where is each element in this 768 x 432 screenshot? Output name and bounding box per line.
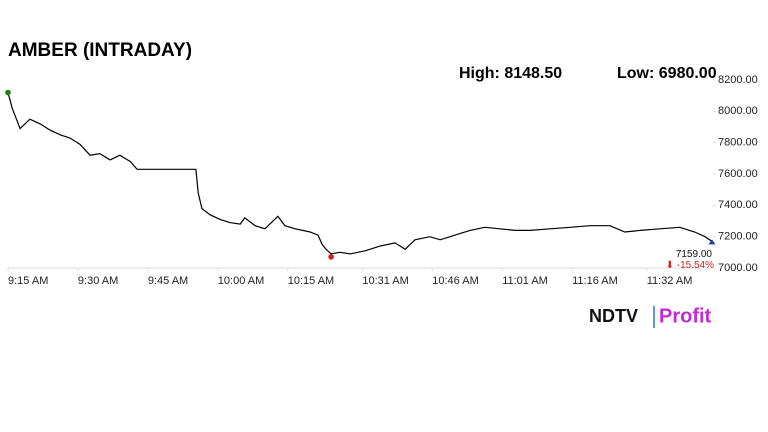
- x-tick-label: 10:31 AM: [362, 275, 408, 287]
- x-tick-label: 10:00 AM: [218, 275, 264, 287]
- y-tick-label: 7600.00: [718, 168, 758, 180]
- x-tick-label: 10:46 AM: [432, 275, 478, 287]
- x-tick-label: 9:15 AM: [8, 275, 48, 287]
- y-tick-label: 7400.00: [718, 199, 758, 211]
- y-tick-label: 8000.00: [718, 105, 758, 117]
- y-tick-label: 8200.00: [718, 74, 758, 86]
- price-line: [7, 92, 713, 255]
- x-tick-label: 10:15 AM: [288, 275, 334, 287]
- x-tick-label: 9:30 AM: [78, 275, 118, 287]
- logo-product: Profit: [659, 305, 712, 327]
- high-stat: High: 8148.50: [459, 65, 562, 82]
- x-tick-label: 11:32 AM: [647, 275, 693, 287]
- low-stat: Low: 6980.00: [617, 65, 717, 82]
- change: ⬇ -15.54%: [666, 260, 715, 271]
- y-tick-label: 7000.00: [718, 262, 758, 274]
- logo-brand: NDTV: [589, 306, 638, 326]
- x-tick-label: 9:45 AM: [148, 275, 188, 287]
- end-marker: [708, 239, 716, 245]
- start-marker: [5, 89, 11, 96]
- y-tick-label: 7200.00: [718, 231, 758, 243]
- y-tick-label: 7800.00: [718, 137, 758, 149]
- x-tick-label: 11:16 AM: [572, 275, 618, 287]
- last-price: 7159.00: [676, 249, 713, 260]
- low-marker: [328, 254, 334, 260]
- x-tick-label: 11:01 AM: [502, 275, 548, 287]
- chart-title: AMBER (INTRADAY): [8, 40, 192, 61]
